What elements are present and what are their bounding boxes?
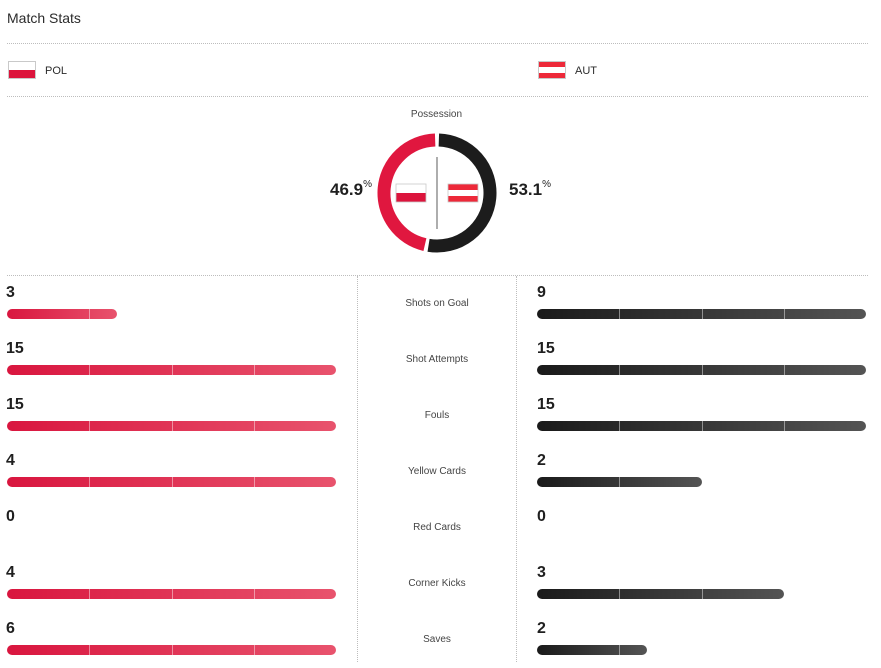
bar-tick (89, 477, 90, 487)
away-stat-bar (537, 309, 866, 319)
stat-row: 15 Fouls 15 (0, 388, 873, 444)
bar-tick (619, 477, 620, 487)
away-stat-value: 15 (537, 340, 555, 357)
home-stat-bar (7, 309, 117, 319)
stat-row: 4 Corner Kicks 3 (0, 556, 873, 612)
home-stat-bar (7, 365, 336, 375)
stat-label: Yellow Cards (408, 466, 466, 477)
away-stat-value: 0 (537, 508, 546, 525)
poland-flag-icon (8, 61, 36, 79)
bar-tick (89, 645, 90, 655)
home-stat-bar (7, 645, 336, 655)
column-divider (516, 276, 517, 662)
poland-flag-icon (395, 183, 427, 203)
bar-tick (619, 589, 620, 599)
bar-tick (702, 421, 703, 431)
home-stat-value: 4 (6, 452, 15, 469)
stat-label: Shot Attempts (405, 354, 469, 365)
home-stat-bar (7, 421, 336, 431)
austria-flag-icon (538, 61, 566, 79)
stat-label: Fouls (424, 410, 450, 421)
possession-donut-chart (377, 133, 497, 253)
bar-tick (702, 589, 703, 599)
bar-tick (619, 421, 620, 431)
home-stat-value: 4 (6, 564, 15, 581)
away-stat-value: 9 (537, 284, 546, 301)
bar-tick (702, 365, 703, 375)
bar-tick (172, 589, 173, 599)
bar-tick (254, 589, 255, 599)
column-divider (357, 276, 358, 662)
stat-label: Corner Kicks (408, 578, 466, 589)
bar-tick (89, 589, 90, 599)
divider (7, 43, 868, 44)
divider (7, 96, 868, 97)
bar-tick (172, 421, 173, 431)
away-possession-arc (427, 133, 497, 253)
bar-tick (619, 309, 620, 319)
possession-label: Possession (410, 109, 463, 120)
away-stat-bar (537, 645, 647, 655)
away-stat-value: 2 (537, 620, 546, 637)
bar-tick (172, 365, 173, 375)
stat-label: Shots on Goal (405, 298, 469, 309)
bar-tick (172, 477, 173, 487)
away-stat-bar (537, 589, 784, 599)
away-stat-bar (537, 477, 702, 487)
away-possession-value: 53.1% (509, 179, 551, 199)
bar-tick (89, 365, 90, 375)
away-team-abbr: AUT (575, 65, 597, 77)
away-stat-bar (537, 421, 866, 431)
home-stat-bar (7, 477, 336, 487)
home-possession-arc (377, 133, 436, 251)
bar-tick (172, 645, 173, 655)
stat-label: Red Cards (413, 522, 461, 533)
bar-tick (619, 645, 620, 655)
bar-tick (89, 421, 90, 431)
stat-row: 15 Shot Attempts 15 (0, 332, 873, 388)
page-title: Match Stats (7, 10, 81, 26)
stat-row: 0 Red Cards 0 (0, 500, 873, 556)
away-stat-value: 15 (537, 396, 555, 413)
home-possession-value: 46.9% (330, 179, 372, 199)
bar-tick (254, 365, 255, 375)
bar-tick (702, 309, 703, 319)
bar-tick (254, 421, 255, 431)
stat-row: 4 Yellow Cards 2 (0, 444, 873, 500)
home-stat-bar (7, 589, 336, 599)
home-stat-value: 15 (6, 396, 24, 413)
bar-tick (784, 365, 785, 375)
austria-flag-icon (447, 183, 479, 203)
stat-row: 3 Shots on Goal 9 (0, 276, 873, 332)
away-stat-value: 3 (537, 564, 546, 581)
bar-tick (254, 477, 255, 487)
bar-tick (784, 421, 785, 431)
bar-tick (89, 309, 90, 319)
bar-tick (784, 309, 785, 319)
stat-row: 6 Saves 2 (0, 612, 873, 668)
away-stat-value: 2 (537, 452, 546, 469)
bar-tick (254, 645, 255, 655)
bar-tick (619, 365, 620, 375)
stat-label: Saves (423, 634, 451, 645)
away-stat-bar (537, 365, 866, 375)
home-stat-value: 0 (6, 508, 15, 525)
divider (7, 275, 868, 276)
home-stat-value: 15 (6, 340, 24, 357)
home-stat-value: 6 (6, 620, 15, 637)
home-stat-value: 3 (6, 284, 15, 301)
home-team-abbr: POL (45, 65, 68, 77)
